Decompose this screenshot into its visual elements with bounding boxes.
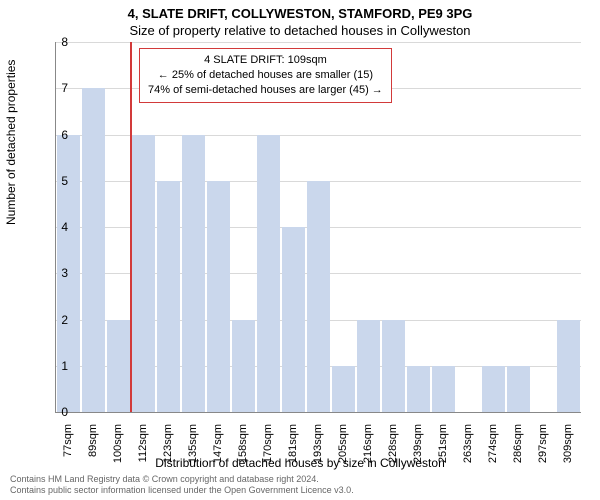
bar: [307, 181, 330, 412]
x-tick: 228sqm: [387, 424, 399, 474]
bar: [282, 227, 305, 412]
x-tick: 297sqm: [537, 424, 549, 474]
x-tick: 77sqm: [62, 424, 74, 474]
plot-area: 4 SLATE DRIFT: 109sqm← 25% of detached h…: [55, 42, 581, 413]
chart-container: 4, SLATE DRIFT, COLLYWESTON, STAMFORD, P…: [0, 0, 600, 500]
bar: [482, 366, 505, 412]
gridline: [56, 42, 581, 43]
x-tick: 286sqm: [512, 424, 524, 474]
bar: [132, 135, 155, 413]
bar: [232, 320, 255, 413]
x-tick: 251sqm: [437, 424, 449, 474]
y-tick: 8: [38, 35, 68, 49]
bar: [557, 320, 580, 413]
bar: [332, 366, 355, 412]
y-tick: 5: [38, 174, 68, 188]
x-tick: 147sqm: [212, 424, 224, 474]
callout-line: 4 SLATE DRIFT: 109sqm: [148, 53, 383, 68]
x-tick: 205sqm: [337, 424, 349, 474]
y-tick: 6: [38, 128, 68, 142]
callout-box: 4 SLATE DRIFT: 109sqm← 25% of detached h…: [139, 48, 392, 103]
x-tick: 193sqm: [312, 424, 324, 474]
x-tick: 309sqm: [562, 424, 574, 474]
y-axis-label: Number of detached properties: [4, 60, 18, 225]
x-tick: 89sqm: [87, 424, 99, 474]
x-tick: 170sqm: [262, 424, 274, 474]
bar: [507, 366, 530, 412]
y-tick: 1: [38, 359, 68, 373]
x-tick: 263sqm: [462, 424, 474, 474]
x-tick: 158sqm: [237, 424, 249, 474]
x-tick: 123sqm: [162, 424, 174, 474]
bar: [207, 181, 230, 412]
bar: [157, 181, 180, 412]
x-tick: 239sqm: [412, 424, 424, 474]
x-tick: 100sqm: [112, 424, 124, 474]
plot-wrap: 4 SLATE DRIFT: 109sqm← 25% of detached h…: [55, 42, 580, 412]
bar: [357, 320, 380, 413]
callout-line: 74% of semi-detached houses are larger (…: [148, 83, 383, 98]
footer-line-2: Contains public sector information licen…: [10, 485, 354, 496]
bar: [382, 320, 405, 413]
chart-subtitle: Size of property relative to detached ho…: [0, 21, 600, 38]
bar: [432, 366, 455, 412]
x-tick: 112sqm: [137, 424, 149, 474]
x-tick: 216sqm: [362, 424, 374, 474]
bar: [182, 135, 205, 413]
y-tick: 4: [38, 220, 68, 234]
x-tick: 274sqm: [487, 424, 499, 474]
bar: [82, 88, 105, 412]
chart-title-address: 4, SLATE DRIFT, COLLYWESTON, STAMFORD, P…: [0, 0, 600, 21]
y-tick: 0: [38, 405, 68, 419]
footer-attribution: Contains HM Land Registry data © Crown c…: [10, 474, 354, 497]
footer-line-1: Contains HM Land Registry data © Crown c…: [10, 474, 354, 485]
callout-line: ← 25% of detached houses are smaller (15…: [148, 68, 383, 83]
x-tick: 181sqm: [287, 424, 299, 474]
marker-line: [130, 42, 132, 412]
y-tick: 2: [38, 313, 68, 327]
bar: [257, 135, 280, 413]
bar: [407, 366, 430, 412]
y-tick: 3: [38, 266, 68, 280]
y-tick: 7: [38, 81, 68, 95]
x-tick: 135sqm: [187, 424, 199, 474]
bar: [107, 320, 130, 413]
